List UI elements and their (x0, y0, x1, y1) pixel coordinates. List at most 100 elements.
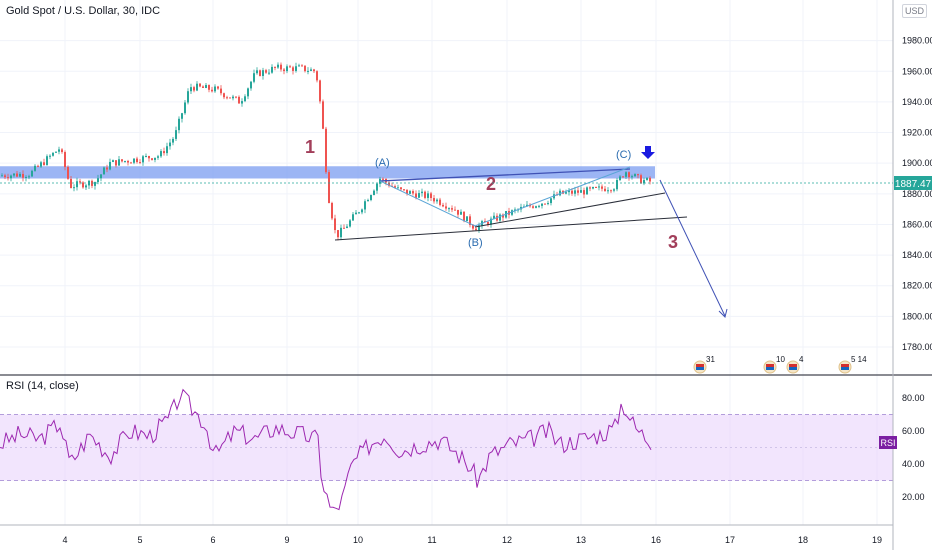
event-flags-icon (696, 367, 704, 370)
candle-body (634, 174, 636, 177)
event-flags-icon (696, 364, 704, 367)
candle-body (274, 66, 276, 68)
candle-body (145, 156, 147, 158)
candle-body (73, 187, 75, 189)
candle-body (67, 167, 69, 179)
wave-a-label[interactable]: (A) (375, 157, 390, 169)
candle-body (175, 130, 177, 139)
wave-c-label[interactable]: (C) (616, 149, 631, 161)
candle-body (568, 190, 570, 193)
candle-body (31, 170, 33, 177)
candle-body (163, 151, 165, 154)
candle-body (580, 190, 582, 193)
candle-body (415, 193, 417, 198)
candle-body (346, 226, 348, 229)
down-arrow-icon[interactable] (641, 146, 655, 159)
candle-body (49, 155, 51, 157)
candle-body (241, 101, 243, 104)
candle-body (361, 209, 363, 213)
candle-body (187, 91, 189, 103)
price-tick-label: 1920.00 (902, 128, 932, 138)
candle-body (535, 206, 537, 208)
candle-body (277, 64, 279, 68)
abc-wave-line[interactable] (379, 166, 631, 227)
time-tick-label: 10 (353, 535, 363, 545)
wave-annotations (334, 146, 728, 318)
candle-body (322, 101, 324, 129)
wave-b-label[interactable]: (B) (468, 237, 483, 249)
candle-body (1, 175, 3, 177)
candle-body (487, 221, 489, 225)
projection-arrow-line[interactable] (659, 179, 726, 317)
time-tick-label: 9 (284, 535, 289, 545)
wave-1-label[interactable]: 1 (305, 137, 315, 157)
wave-3-label[interactable]: 3 (668, 232, 678, 252)
candle-body (625, 172, 627, 177)
candle-body (172, 138, 174, 143)
candle-body (343, 227, 345, 229)
trendline-bottom[interactable] (334, 216, 688, 241)
candle-body (631, 176, 633, 178)
candle-body (133, 158, 135, 163)
price-tick-label: 1860.00 (902, 219, 932, 229)
candle-body (289, 66, 291, 68)
event-marker[interactable]: 4 (786, 355, 804, 374)
time-tick-label: 4 (62, 535, 67, 545)
rsi-indicator-title[interactable]: RSI (14, close) (6, 380, 79, 392)
candle-body (64, 152, 66, 168)
candle-body (610, 190, 612, 192)
candle-body (4, 175, 6, 178)
candle-body (109, 161, 111, 170)
wave-2-label[interactable]: 2 (486, 174, 496, 194)
svg-text:RSI: RSI (880, 438, 895, 448)
trendline-upper[interactable] (379, 168, 631, 182)
candle-body (403, 189, 405, 191)
candle-body (370, 195, 372, 201)
candle-body (226, 97, 228, 99)
candle-body (91, 180, 93, 186)
candle-body (43, 162, 45, 165)
rsi-tick-label: 20.00 (902, 492, 925, 502)
candle-body (154, 157, 156, 160)
candle-body (550, 198, 552, 204)
candle-body (256, 70, 258, 74)
candle-body (406, 189, 408, 194)
candle-body (619, 176, 621, 181)
candle-body (454, 209, 456, 211)
event-marker[interactable]: 5 14 (838, 355, 867, 374)
candle-body (250, 81, 252, 89)
candle-body (178, 118, 180, 131)
candle-body (478, 225, 480, 231)
candle-body (445, 206, 447, 209)
time-tick-label: 6 (210, 535, 215, 545)
event-count-label: 4 (799, 355, 804, 364)
trendline-mid[interactable] (474, 192, 666, 228)
candle-body (199, 83, 201, 87)
candle-body (577, 190, 579, 193)
candle-body (211, 89, 213, 92)
candle-body (58, 149, 60, 152)
currency-badge[interactable]: USD (902, 4, 928, 18)
candle-body (514, 209, 516, 211)
candle-body (418, 193, 420, 198)
event-marker[interactable]: 31 (693, 355, 715, 374)
candle-body (532, 206, 534, 208)
symbol-title[interactable]: Gold Spot / U.S. Dollar, 30, IDC (6, 5, 161, 17)
rsi-tick-label: 80.00 (902, 393, 925, 403)
candle-body (166, 146, 168, 154)
event-marker[interactable]: 10 (763, 355, 785, 374)
candle-body (127, 160, 129, 163)
event-count-label: 10 (776, 355, 785, 364)
candle-body (34, 165, 36, 171)
candle-body (40, 162, 42, 167)
candle-body (271, 66, 273, 73)
candle-body (409, 191, 411, 194)
candle-body (349, 220, 351, 227)
candle-body (469, 216, 471, 226)
event-flags-icon (789, 367, 797, 370)
candle-body (283, 69, 285, 72)
candle-body (439, 199, 441, 205)
price-tick-label: 1880.00 (902, 189, 932, 199)
candle-body (55, 151, 57, 153)
